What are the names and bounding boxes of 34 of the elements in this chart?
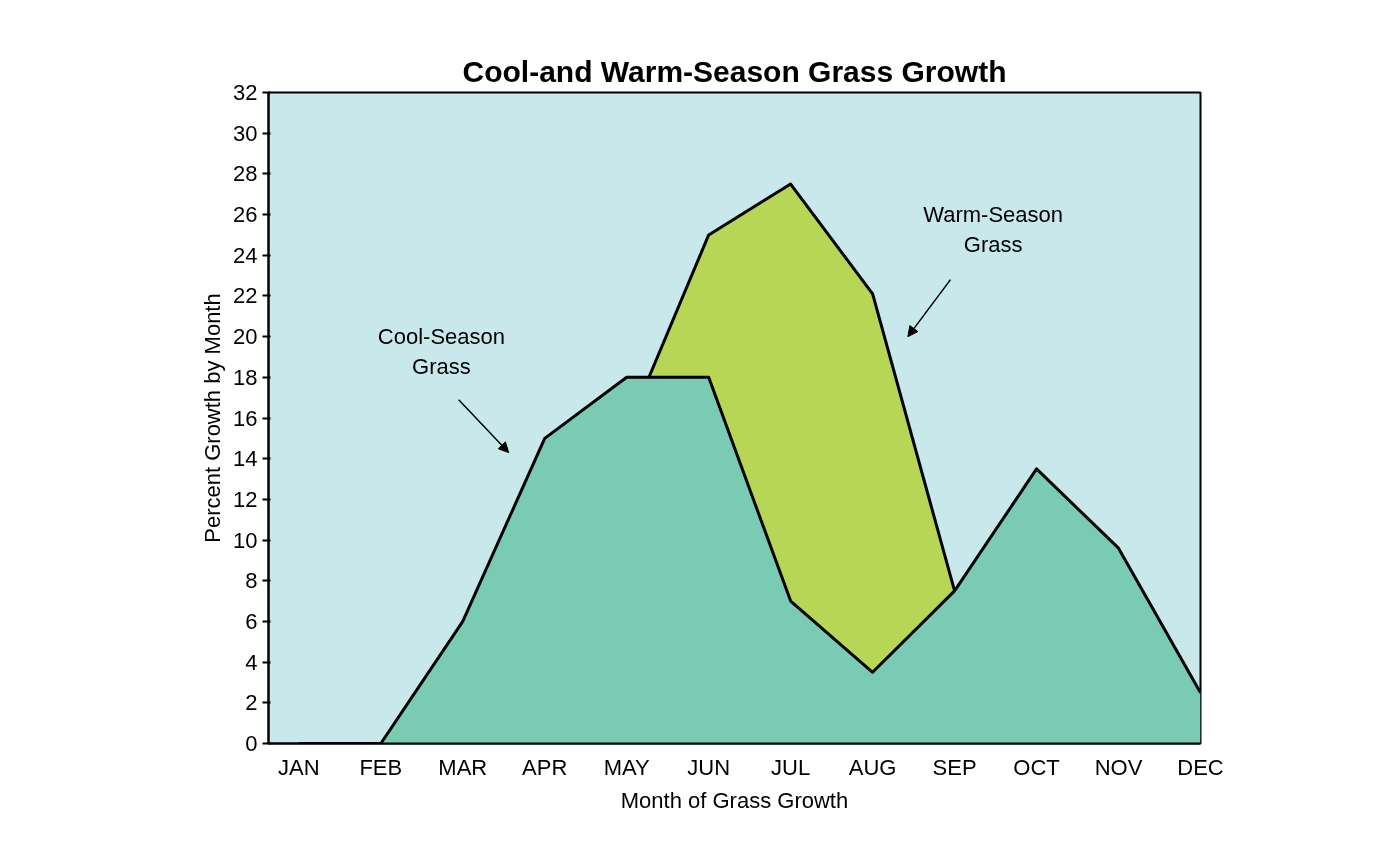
y-axis-title: Percent Growth by Month — [200, 293, 226, 543]
x-tick-label: JUL — [771, 754, 811, 780]
y-tick-label: 0 — [245, 731, 258, 756]
x-tick-label: APR — [522, 754, 568, 780]
y-tick-label: 20 — [233, 324, 258, 350]
x-tick-label: JUN — [687, 754, 731, 780]
y-tick-label: 2 — [245, 690, 258, 716]
y-tick-label: 22 — [233, 283, 258, 309]
y-tick-label: 30 — [233, 120, 258, 146]
x-tick-label: OCT — [1013, 754, 1060, 780]
y-tick-label: 24 — [233, 242, 258, 268]
y-tick-label: 16 — [233, 405, 258, 431]
y-tick-label: 8 — [245, 568, 258, 594]
x-tick-label: AUG — [848, 754, 897, 780]
y-tick-label: 14 — [233, 446, 258, 472]
x-tick-label: FEB — [359, 754, 403, 780]
x-tick-label: JAN — [278, 754, 320, 780]
y-tick-label: 10 — [233, 527, 258, 553]
x-tick-label: SEP — [932, 754, 977, 780]
x-tick-label: MAR — [438, 754, 488, 780]
y-tick-label: 4 — [245, 649, 258, 675]
y-tick-label: 6 — [245, 608, 258, 634]
y-tick-label: 18 — [233, 364, 258, 390]
y-tick-label: 32 — [233, 80, 258, 105]
y-tick-label: 26 — [233, 202, 258, 228]
x-tick-label: NOV — [1094, 754, 1143, 780]
x-tick-label: DEC — [1177, 754, 1224, 780]
annotation: Cool-Season Grass — [377, 324, 506, 380]
x-axis-title: Month of Grass Growth — [620, 787, 849, 813]
y-tick-label: 28 — [233, 161, 258, 187]
chart-title: Cool-and Warm-Season Grass Growth — [462, 54, 1007, 88]
y-tick-label: 12 — [233, 486, 258, 512]
x-tick-label: MAY — [603, 754, 651, 780]
annotation: Warm-Season Grass — [923, 202, 1064, 258]
